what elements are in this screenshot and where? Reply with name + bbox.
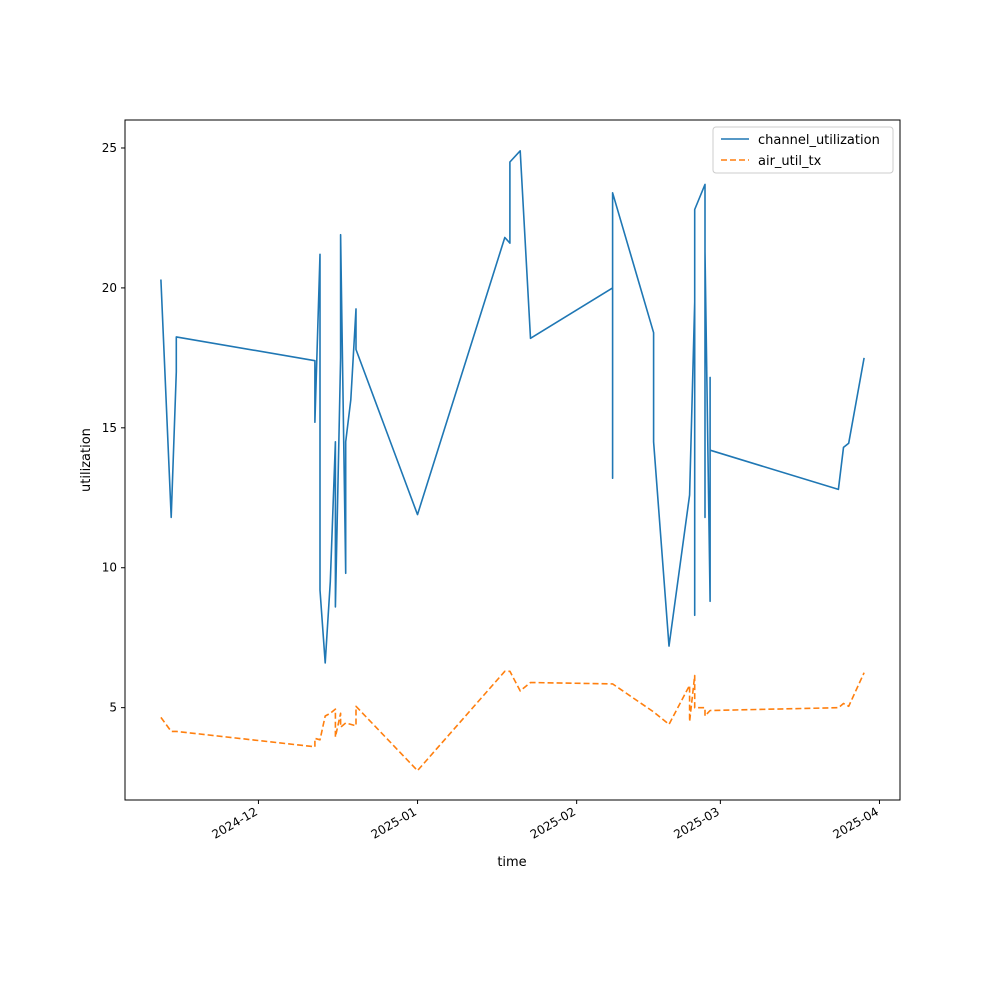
legend-box [712,126,894,174]
series-layer [160,150,865,772]
series-line-channel_utilization [160,150,865,664]
y-axis-label: utilization [79,428,94,492]
plot-area-frame [124,119,901,801]
y-tick-label: 5 [109,701,117,715]
series-line-air_util_tx [160,670,865,772]
y-tick-label: 20 [102,281,117,295]
y-axis: 5 10 15 20 25 [102,141,125,715]
legend: channel_utilization air_util_tx [712,126,894,174]
y-tick-label: 25 [102,141,117,155]
y-tick-label: 15 [102,421,117,435]
x-axis-label: time [497,855,526,870]
y-tick-label: 10 [102,561,117,575]
legend-label-channel_utilization: channel_utilization [758,133,880,148]
legend-label-air_util_tx: air_util_tx [758,154,822,169]
